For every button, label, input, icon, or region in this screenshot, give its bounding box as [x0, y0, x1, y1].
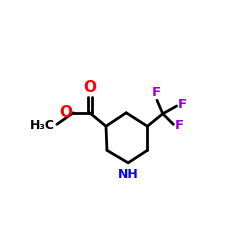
Text: F: F: [152, 86, 161, 99]
Text: H₃C: H₃C: [30, 118, 55, 132]
Text: F: F: [175, 118, 184, 132]
Text: O: O: [59, 105, 72, 120]
Text: F: F: [178, 98, 187, 112]
Text: NH: NH: [118, 168, 139, 181]
Text: O: O: [83, 80, 96, 95]
